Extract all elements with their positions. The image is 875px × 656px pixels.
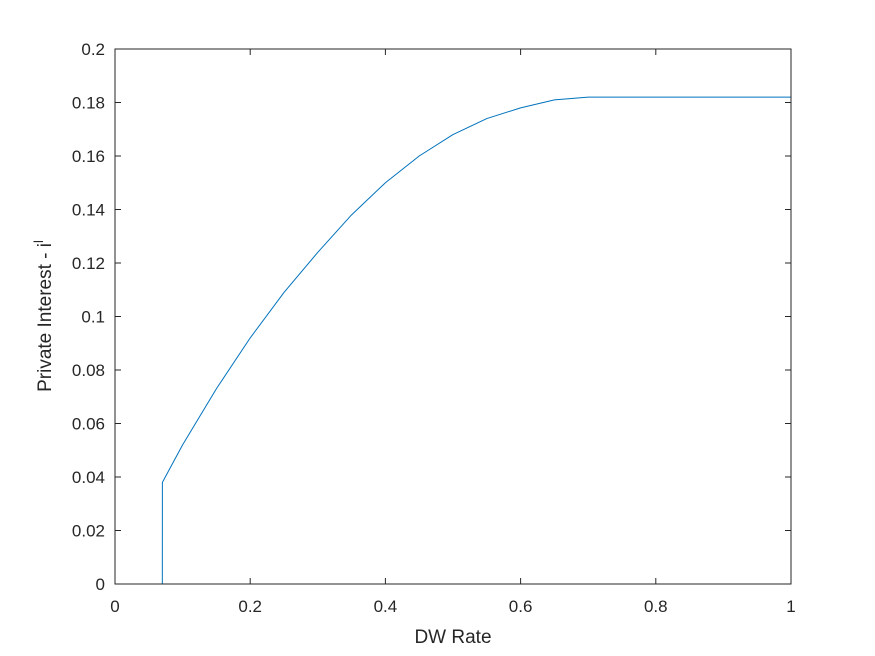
x-tick-label: 0.8	[644, 597, 668, 616]
y-tick-label: 0.04	[72, 468, 105, 487]
x-tick-label: 0.2	[238, 597, 262, 616]
y-tick-label: 0.06	[72, 415, 105, 434]
x-tick-label: 0	[110, 597, 119, 616]
y-tick-label: 0.12	[72, 254, 105, 273]
y-axis-label-superscript: l	[31, 240, 46, 243]
y-tick-label: 0.18	[72, 94, 105, 113]
y-tick-label: 0.08	[72, 361, 105, 380]
series-line-0	[115, 96, 791, 585]
x-tick-label: 0.4	[374, 597, 398, 616]
x-tick-label: 0.6	[509, 597, 533, 616]
y-tick-label: 0.16	[72, 147, 105, 166]
y-tick-label: 0.14	[72, 201, 105, 220]
x-tick-label: 1	[786, 597, 795, 616]
y-tick-label: 0.02	[72, 522, 105, 541]
ticks-layer: 0 0.2 0.4 0.6 0.8 1 0 0.02 0.04 0.06 0.08 0.1 0.12 0.…	[72, 40, 796, 616]
y-tick-label: 0.2	[81, 40, 105, 59]
x-axis-label: DW Rate	[414, 627, 491, 648]
plot-area	[115, 49, 791, 584]
y-axis-label-main: Private Interest - i	[35, 243, 56, 392]
series-layer	[115, 96, 791, 585]
y-tick-label: 0	[96, 575, 105, 594]
y-tick-label: 0.1	[81, 308, 105, 327]
y-axis-label: Private Interest - il	[31, 240, 56, 392]
